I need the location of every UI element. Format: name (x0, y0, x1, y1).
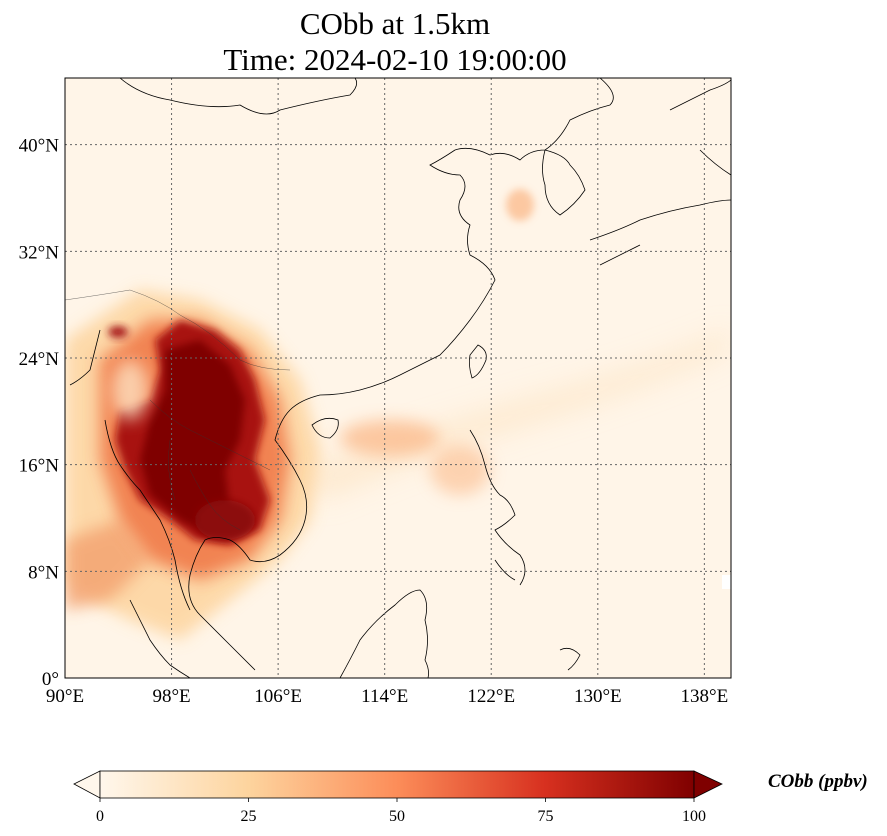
colorbar-tick-label: 100 (682, 808, 706, 825)
map-subtitle-time: Time: 2024-02-10 19:00:00 (223, 42, 567, 77)
lon-tick-label: 98°E (152, 686, 190, 707)
lon-tick-label: 130°E (574, 686, 622, 707)
cobb-concentration-field (65, 189, 731, 640)
plume-yellow-sea (506, 189, 534, 221)
missing-data-patch (722, 575, 731, 589)
colorbar-gradient (99, 770, 695, 799)
lon-tick-label: 106°E (254, 686, 302, 707)
plume-luzon (430, 445, 490, 495)
lon-tick-label: 90°E (46, 686, 84, 707)
lat-tick-label: 40°N (19, 136, 60, 157)
plume-cambodia (195, 500, 255, 540)
map-title: CObb at 1.5km (299, 6, 491, 41)
country-borders (65, 289, 291, 531)
lon-tick-label: 114°E (361, 686, 408, 707)
lat-tick-label: 24°N (19, 349, 60, 370)
colorbar-ticks: 0 25 50 75 100 (96, 798, 706, 825)
map-plot-area (65, 78, 731, 678)
plume-south-china-sea (340, 420, 440, 456)
colorbar-extend-high (693, 770, 723, 799)
lat-tick-label: 8°N (28, 562, 59, 583)
map-frame (64, 77, 732, 679)
lat-tick-label: 16°N (19, 456, 60, 477)
lat-tick-labels: 0° 8°N 16°N 24°N 32°N 40°N (19, 136, 60, 690)
lon-tick-labels: 90°E 98°E 106°E 114°E 122°E 130°E 138°E (46, 686, 728, 707)
plume-bay-of-bengal (65, 520, 150, 610)
plume-myanmar-spot (108, 326, 128, 338)
lat-tick-label: 0° (42, 669, 59, 690)
coastlines (69, 78, 731, 678)
colorbar-tick-label: 75 (538, 808, 554, 825)
colorbar-tick-label: 0 (96, 808, 104, 825)
colorbar: 0 25 50 75 100 CObb (ppbv) (73, 770, 868, 825)
plume-core-dark (140, 340, 245, 535)
lat-tick-label: 32°N (19, 242, 60, 263)
lon-tick-label: 138°E (681, 686, 729, 707)
plume-streak-east (300, 330, 731, 500)
lon-tick-label: 122°E (467, 686, 515, 707)
colorbar-label: CObb (ppbv) (768, 771, 868, 792)
gridlines (65, 78, 731, 678)
plume-light-gap (112, 360, 148, 420)
colorbar-extend-low (73, 770, 101, 799)
colorbar-tick-label: 25 (241, 808, 257, 825)
colorbar-tick-label: 50 (389, 808, 405, 825)
